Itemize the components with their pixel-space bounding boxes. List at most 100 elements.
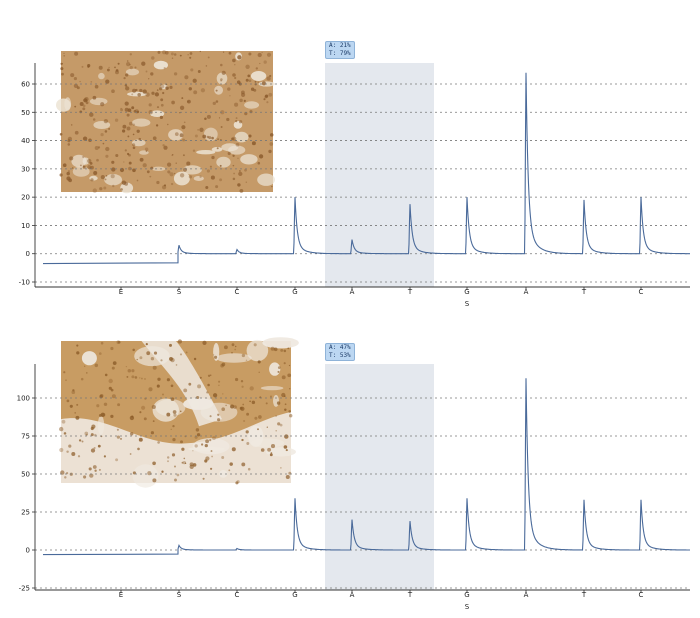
tissue-granule xyxy=(163,145,168,150)
tissue-granule xyxy=(215,185,219,189)
tissue-granule xyxy=(181,461,184,464)
tissue-granule xyxy=(288,364,291,367)
tissue-granule xyxy=(120,188,123,191)
tissue-granule xyxy=(229,462,233,466)
tissue-granule xyxy=(84,365,86,367)
tissue-granule xyxy=(284,403,287,406)
tissue-granule xyxy=(163,184,167,187)
tissue-granule xyxy=(227,87,231,91)
y-tick-label: 30 xyxy=(21,165,30,173)
tissue-stroma-patch xyxy=(173,171,190,186)
tissue-granule xyxy=(121,180,127,185)
tissue-granule xyxy=(214,355,218,359)
tissue-granule xyxy=(82,107,86,111)
tissue-granule xyxy=(241,462,246,467)
pyrogram-panel-top: A: 21% T: 79% -10 0 10 20 30 40 50 60 E S C G A T G A T C… xyxy=(19,41,690,308)
tissue-granule xyxy=(177,339,183,344)
tissue-granule xyxy=(122,124,127,129)
tissue-granule xyxy=(196,433,201,437)
tissue-granule xyxy=(126,375,129,378)
tissue-granule xyxy=(153,351,158,355)
tissue-granule xyxy=(194,444,198,448)
tissue-granule xyxy=(270,452,273,454)
tissue-granule xyxy=(280,348,284,352)
tissue-granule xyxy=(219,164,222,167)
tissue-stroma-patch xyxy=(216,72,228,85)
tissue-granule xyxy=(69,156,74,161)
x-tick-label: A xyxy=(524,288,529,296)
tissue-granule xyxy=(269,133,274,137)
tissue-granule xyxy=(126,62,131,67)
tissue-granule xyxy=(193,90,198,95)
tissue-granule xyxy=(241,385,244,388)
tissue-granule xyxy=(94,469,97,472)
tissue-stroma-patch xyxy=(152,398,179,422)
x-tick-label: C xyxy=(639,591,644,599)
tissue-granule xyxy=(170,428,172,430)
tissue-granule xyxy=(187,54,189,56)
tissue-granule xyxy=(234,345,237,348)
tissue-granule xyxy=(206,114,211,119)
tissue-granule xyxy=(232,154,235,157)
tissue-granule xyxy=(233,172,235,175)
tissue-granule xyxy=(112,184,115,188)
tissue-stroma-patch xyxy=(257,173,275,186)
tissue-granule xyxy=(232,164,235,167)
tissue-granule xyxy=(126,113,130,117)
tissue-granule xyxy=(268,149,272,154)
tissue-granule xyxy=(267,447,272,452)
tissue-granule xyxy=(261,51,263,54)
tissue-granule xyxy=(217,413,220,416)
tissue-granule xyxy=(132,88,137,93)
tissue-granule xyxy=(139,377,141,379)
tissue-granule xyxy=(159,84,165,89)
tissue-granule xyxy=(259,62,261,65)
tissue-granule xyxy=(88,467,92,471)
tissue-granule xyxy=(90,426,94,431)
tissue-granule xyxy=(98,65,103,70)
tissue-granule xyxy=(226,117,230,122)
tissue-granule xyxy=(116,428,119,431)
tissue-granule xyxy=(280,467,282,469)
tissue-granule xyxy=(245,64,250,69)
tissue-granule xyxy=(79,164,82,167)
tissue-granule xyxy=(111,89,115,94)
tissue-granule xyxy=(121,129,126,133)
tissue-granule xyxy=(258,154,264,159)
tissue-granule xyxy=(237,183,241,187)
tissue-granule xyxy=(131,106,135,110)
tissue-granule xyxy=(276,401,281,405)
tissue-granule xyxy=(179,173,185,178)
tissue-granule xyxy=(82,165,85,167)
tissue-granule xyxy=(220,78,223,81)
tissue-granule xyxy=(102,142,105,145)
x-tick-label: T xyxy=(581,591,587,599)
tissue-granule xyxy=(152,365,157,370)
x-tick-label: G xyxy=(464,591,469,599)
tissue-granule xyxy=(189,56,192,59)
tissue-granule xyxy=(129,63,131,66)
tissue-granule xyxy=(123,76,126,80)
tissue-granule xyxy=(90,448,96,453)
tissue-granule xyxy=(281,392,286,398)
tissue-granule xyxy=(132,348,135,352)
tissue-granule xyxy=(77,455,81,458)
tissue-granule xyxy=(115,69,119,72)
tissue-granule xyxy=(199,376,202,379)
tissue-granule xyxy=(59,426,64,432)
tissue-granule xyxy=(135,88,138,92)
tissue-granule xyxy=(103,455,106,458)
tissue-granule xyxy=(169,343,172,347)
tissue-granule xyxy=(131,93,134,96)
tissue-granule xyxy=(125,365,128,368)
tissue-granule xyxy=(182,138,186,142)
tissue-granule xyxy=(273,347,278,352)
tissue-granule xyxy=(171,154,174,156)
tissue-granule xyxy=(269,142,274,146)
tissue-granule xyxy=(245,359,248,361)
tissue-granule xyxy=(231,447,236,452)
tissue-granule xyxy=(66,171,70,176)
tissue-granule xyxy=(160,103,164,107)
tissue-granule xyxy=(96,158,99,162)
